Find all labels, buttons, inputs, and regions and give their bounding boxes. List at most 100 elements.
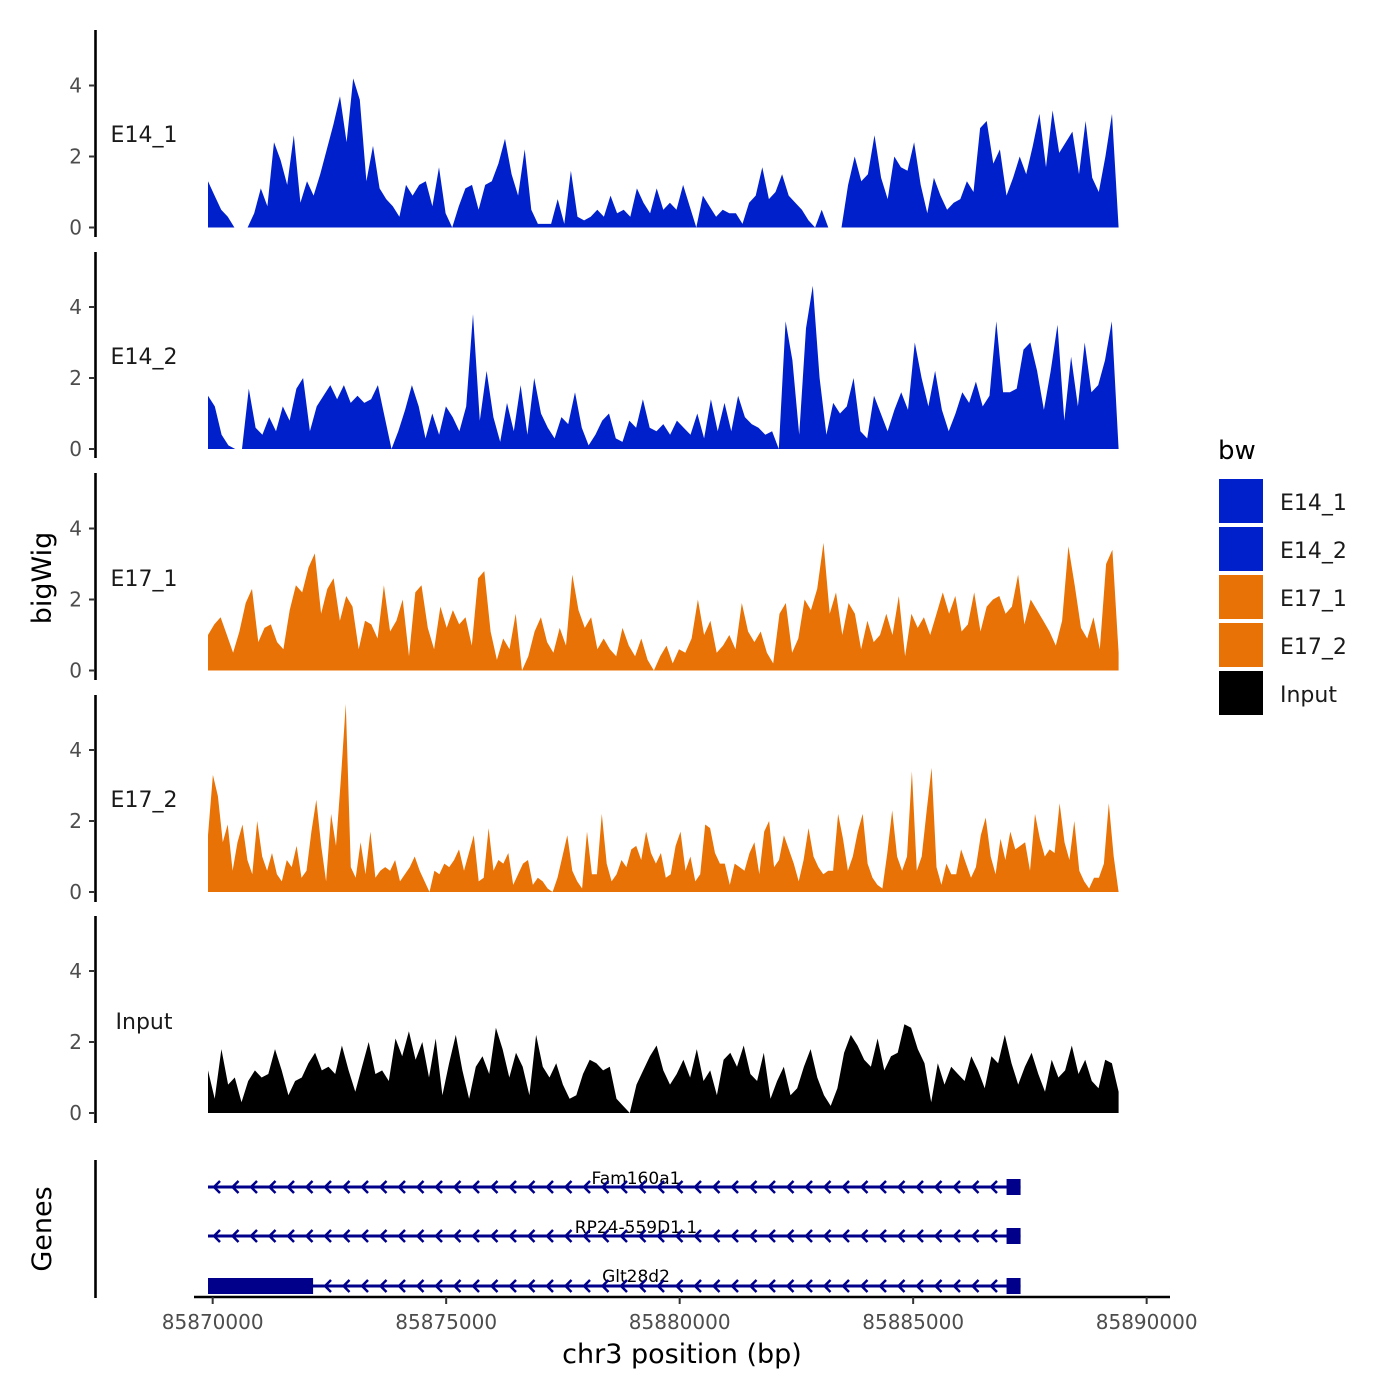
strand-arrow bbox=[674, 1180, 684, 1194]
strand-arrow bbox=[619, 1279, 628, 1293]
strand-arrow bbox=[748, 1180, 758, 1194]
strand-arrow bbox=[563, 1180, 573, 1194]
coverage-area-e17-1 bbox=[208, 542, 1119, 671]
strand-arrow bbox=[452, 1279, 462, 1293]
strand-arrow bbox=[304, 1180, 314, 1194]
legend-item-e14-1: E14_1 bbox=[1219, 479, 1347, 523]
strand-arrow bbox=[970, 1229, 980, 1243]
track-label: E17_1 bbox=[111, 567, 178, 592]
strand-arrow bbox=[434, 1229, 443, 1243]
strand-arrow bbox=[212, 1229, 221, 1243]
strand-arrow bbox=[619, 1180, 628, 1194]
strand-arrow bbox=[711, 1229, 721, 1243]
strand-arrow bbox=[619, 1229, 628, 1243]
y-tick-label: 2 bbox=[69, 588, 82, 612]
x-tick-label: 85880000 bbox=[629, 1310, 731, 1334]
strand-arrow bbox=[471, 1229, 480, 1243]
y-tick-label: 2 bbox=[69, 366, 82, 390]
strand-arrow bbox=[489, 1180, 499, 1194]
strand-arrow bbox=[878, 1279, 887, 1293]
strand-arrow bbox=[452, 1229, 462, 1243]
strand-arrow bbox=[989, 1180, 998, 1194]
strand-arrow bbox=[989, 1229, 998, 1243]
legend: bw E14_1 E14_2 E17_1 E17_2 Input bbox=[1218, 436, 1347, 715]
strand-arrow bbox=[952, 1180, 961, 1194]
strand-arrow bbox=[656, 1229, 665, 1243]
legend-label: E17_2 bbox=[1280, 635, 1347, 660]
strand-arrow bbox=[915, 1279, 924, 1293]
strand-arrow bbox=[526, 1180, 536, 1194]
strand-arrow bbox=[859, 1279, 869, 1293]
strand-arrow bbox=[730, 1229, 739, 1243]
strand-arrow bbox=[323, 1180, 332, 1194]
strand-arrow bbox=[878, 1229, 887, 1243]
track-label: E17_2 bbox=[111, 788, 178, 813]
gene-exon bbox=[1006, 1228, 1021, 1244]
strand-arrow bbox=[378, 1180, 388, 1194]
strand-arrow bbox=[563, 1229, 573, 1243]
gene-glt28d2: Glt28d2 bbox=[208, 1267, 1021, 1294]
strand-arrow bbox=[452, 1180, 462, 1194]
genes-axis-title: Genes bbox=[27, 1186, 58, 1271]
strand-arrow bbox=[378, 1229, 388, 1243]
strand-arrow bbox=[360, 1279, 369, 1293]
gene-label: Fam160a1 bbox=[592, 1169, 681, 1189]
strand-arrow bbox=[286, 1180, 295, 1194]
strand-arrow bbox=[637, 1229, 647, 1243]
strand-arrow bbox=[970, 1279, 980, 1293]
x-axis-title: chr3 position (bp) bbox=[562, 1339, 802, 1370]
gene-exon bbox=[208, 1278, 314, 1294]
x-tick-label: 85890000 bbox=[1096, 1310, 1198, 1334]
strand-arrow bbox=[434, 1180, 443, 1194]
track-e14-2: E14_2 0 2 4 bbox=[69, 252, 1119, 461]
strand-arrow bbox=[323, 1279, 332, 1293]
strand-arrow bbox=[341, 1279, 351, 1293]
strand-arrow bbox=[674, 1279, 684, 1293]
strand-arrow bbox=[397, 1180, 406, 1194]
legend-label: E17_1 bbox=[1280, 587, 1347, 612]
strand-arrow bbox=[896, 1279, 906, 1293]
legend-item-input: Input bbox=[1219, 671, 1337, 715]
strand-arrow bbox=[563, 1279, 573, 1293]
strand-arrow bbox=[656, 1180, 665, 1194]
strand-arrow bbox=[286, 1229, 295, 1243]
y-axis-title: bigWig bbox=[27, 532, 58, 625]
gene-label: Glt28d2 bbox=[602, 1267, 670, 1287]
strand-arrow bbox=[508, 1279, 517, 1293]
strand-arrow bbox=[397, 1279, 406, 1293]
y-tick-label: 4 bbox=[69, 738, 82, 762]
strand-arrow bbox=[526, 1279, 536, 1293]
strand-arrow bbox=[545, 1180, 554, 1194]
strand-arrow bbox=[267, 1229, 277, 1243]
legend-swatch bbox=[1219, 527, 1263, 571]
y-tick-label: 2 bbox=[69, 145, 82, 169]
strand-arrow bbox=[471, 1180, 480, 1194]
strand-arrow bbox=[489, 1229, 499, 1243]
x-axis: chr3 position (bp) 85870000 85875000 85880… bbox=[162, 1295, 1198, 1370]
legend-swatch bbox=[1219, 479, 1263, 523]
strand-arrow bbox=[693, 1279, 702, 1293]
strand-arrow bbox=[915, 1180, 924, 1194]
strand-arrow bbox=[415, 1180, 425, 1194]
x-tick-label: 85885000 bbox=[862, 1310, 964, 1334]
strand-arrow bbox=[730, 1279, 739, 1293]
strand-arrow bbox=[230, 1180, 240, 1194]
coverage-area-e14-2 bbox=[208, 285, 1119, 449]
strand-arrow bbox=[526, 1229, 536, 1243]
strand-arrow bbox=[711, 1279, 721, 1293]
strand-arrow bbox=[841, 1229, 850, 1243]
strand-arrow bbox=[804, 1180, 813, 1194]
strand-arrow bbox=[508, 1229, 517, 1243]
coverage-area-input bbox=[208, 1024, 1119, 1113]
strand-arrow bbox=[304, 1229, 314, 1243]
strand-arrow bbox=[600, 1180, 610, 1194]
strand-arrow bbox=[804, 1229, 813, 1243]
legend-label: Input bbox=[1280, 683, 1337, 708]
strand-arrow bbox=[545, 1279, 554, 1293]
track-input: Input 0 2 4 bbox=[69, 916, 1119, 1125]
strand-arrow bbox=[730, 1180, 739, 1194]
strand-arrow bbox=[267, 1180, 277, 1194]
strand-arrow bbox=[859, 1229, 869, 1243]
strand-arrow bbox=[785, 1279, 795, 1293]
y-tick-label: 4 bbox=[69, 74, 82, 98]
